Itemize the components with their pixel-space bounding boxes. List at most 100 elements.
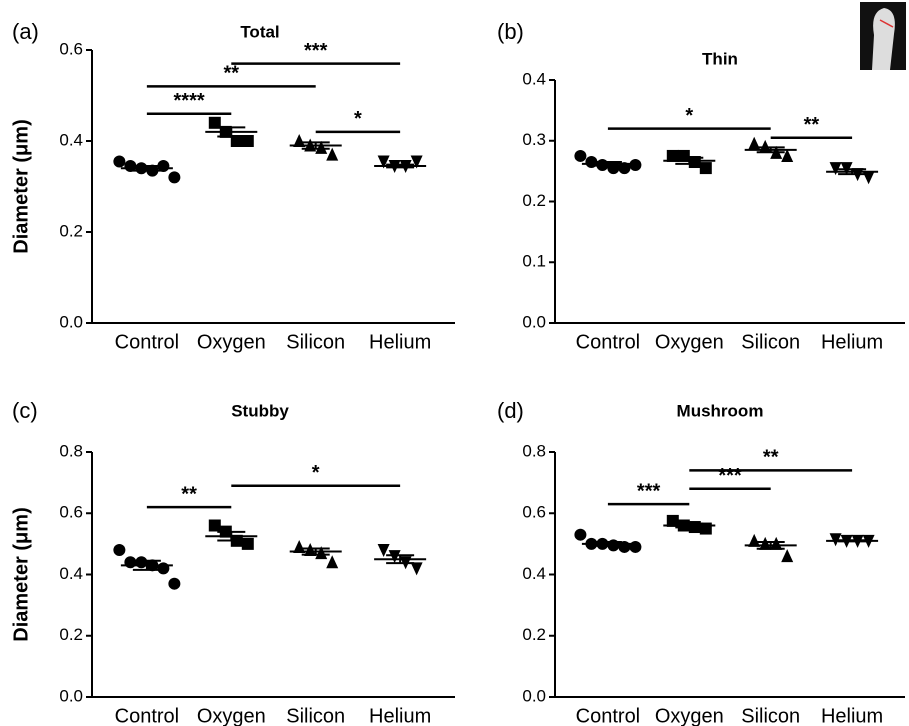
data-point xyxy=(748,533,761,547)
significance-label: ** xyxy=(804,114,820,136)
y-tick-label: 0.2 xyxy=(522,625,546,644)
data-point xyxy=(666,149,679,162)
y-tick-label: 0.6 xyxy=(59,39,83,58)
panel-label: (d) xyxy=(497,398,524,423)
x-tick-label: Control xyxy=(115,331,179,353)
data-point xyxy=(208,519,221,532)
y-tick-label: 0.4 xyxy=(59,130,83,149)
y-tick-label: 0.0 xyxy=(522,686,546,705)
data-point xyxy=(315,140,328,154)
data-point xyxy=(699,162,712,175)
x-tick-label: Control xyxy=(115,705,179,726)
data-point xyxy=(410,562,423,576)
x-tick-label: Helium xyxy=(369,331,431,353)
x-tick-label: Control xyxy=(576,331,640,353)
x-tick-label: Silicon xyxy=(741,331,800,353)
significance-label: ** xyxy=(763,447,779,469)
chart-title: Stubby xyxy=(231,401,289,420)
data-point xyxy=(168,171,181,184)
significance-label: *** xyxy=(718,465,742,487)
data-point xyxy=(293,539,306,553)
y-tick-label: 0.4 xyxy=(522,564,546,583)
data-point xyxy=(410,155,423,169)
significance-label: *** xyxy=(637,480,661,502)
data-point xyxy=(629,540,642,553)
y-tick-label: 0.6 xyxy=(59,503,83,522)
x-tick-label: Silicon xyxy=(286,331,345,353)
chart-title: Mushroom xyxy=(677,401,764,420)
x-tick-label: Helium xyxy=(821,331,883,353)
data-point xyxy=(168,577,181,590)
y-tick-label: 0.2 xyxy=(59,625,83,644)
data-point xyxy=(829,162,842,176)
panel-label: (a) xyxy=(12,19,39,44)
data-point xyxy=(135,556,148,569)
y-tick-label: 0.0 xyxy=(522,312,546,331)
data-point xyxy=(388,550,401,564)
x-tick-label: Silicon xyxy=(741,705,800,726)
inset-spine xyxy=(872,8,895,70)
y-tick-label: 0.0 xyxy=(59,312,83,331)
data-point xyxy=(781,549,794,563)
data-point xyxy=(326,147,339,161)
significance-label: ** xyxy=(181,483,197,505)
x-tick-label: Oxygen xyxy=(655,705,724,726)
inset-image xyxy=(860,2,906,70)
x-tick-label: Oxygen xyxy=(655,331,724,353)
x-tick-label: Silicon xyxy=(286,705,345,726)
x-tick-label: Oxygen xyxy=(197,705,266,726)
data-point xyxy=(574,149,587,162)
data-point xyxy=(241,135,254,147)
data-point xyxy=(574,528,587,541)
data-point xyxy=(677,149,690,162)
data-point xyxy=(629,159,642,172)
data-point xyxy=(377,155,390,169)
data-point xyxy=(293,134,306,147)
x-tick-label: Oxygen xyxy=(197,331,266,353)
chart-title: Thin xyxy=(702,49,738,68)
y-tick-label: 0.2 xyxy=(59,221,83,240)
data-point xyxy=(113,155,126,168)
significance-label: * xyxy=(685,105,693,127)
x-tick-label: Helium xyxy=(821,705,883,726)
significance-label: * xyxy=(354,108,362,130)
y-axis-label: Diameter (μm) xyxy=(10,119,32,254)
y-tick-label: 0.8 xyxy=(522,441,546,460)
data-point xyxy=(304,543,317,556)
y-axis-label: Diameter (μm) xyxy=(10,507,32,642)
panel-label: (c) xyxy=(12,398,38,423)
panel-label: (b) xyxy=(497,19,524,44)
data-point xyxy=(230,135,243,147)
y-tick-label: 0.6 xyxy=(522,503,546,522)
data-point xyxy=(377,544,390,557)
x-tick-label: Control xyxy=(576,705,640,726)
significance-label: *** xyxy=(304,40,328,62)
data-point xyxy=(759,536,772,550)
y-tick-label: 0.1 xyxy=(522,252,546,271)
data-point xyxy=(157,562,170,575)
significance-label: **** xyxy=(174,90,205,112)
y-tick-label: 0.8 xyxy=(59,441,83,460)
data-point xyxy=(781,148,794,162)
data-point xyxy=(759,139,772,153)
y-tick-label: 0.0 xyxy=(59,686,83,705)
data-point xyxy=(862,171,875,185)
y-tick-label: 0.3 xyxy=(522,130,546,149)
data-point xyxy=(208,116,221,129)
significance-label: ** xyxy=(224,63,240,85)
data-point xyxy=(113,544,126,556)
data-point xyxy=(326,555,339,569)
data-point xyxy=(315,546,328,560)
x-tick-label: Helium xyxy=(369,705,431,726)
chart-title: Total xyxy=(240,22,279,41)
data-point xyxy=(124,556,137,569)
inset-marker xyxy=(879,19,894,28)
data-point xyxy=(688,156,701,169)
y-tick-label: 0.4 xyxy=(522,69,546,88)
significance-label: * xyxy=(312,462,320,484)
data-point xyxy=(829,533,842,547)
y-tick-label: 0.4 xyxy=(59,564,83,583)
data-point xyxy=(770,536,783,550)
